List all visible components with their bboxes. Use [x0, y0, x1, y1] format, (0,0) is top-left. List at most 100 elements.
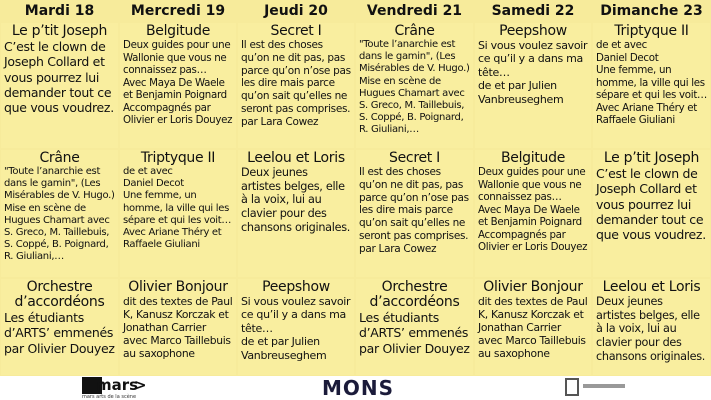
event-line: avec Marco Taillebuis: [123, 334, 231, 348]
event-line: Accompagnés par: [123, 101, 211, 114]
event-line: Il est des choses: [359, 166, 441, 178]
event-line: Raffaele Giuliani: [596, 114, 675, 126]
event-line: ce qu’il y a dans ma: [478, 52, 583, 66]
event-line: Avec Ariane Théry et: [596, 101, 698, 114]
mars-logo: mars: [96, 376, 139, 394]
event-line: Les étudiants: [359, 310, 439, 325]
event-title: d’accordéons: [369, 294, 460, 310]
day-header: Vendredi 21: [366, 3, 463, 19]
event-line: à la voix, lui au: [596, 322, 677, 336]
event-line: seront pas comprises.: [241, 103, 351, 116]
event-line: sépare et qui les voit…: [123, 214, 232, 226]
event-line: qu’on sait qu’elles ne: [359, 217, 466, 230]
day-header: Dimanche 23: [600, 3, 703, 19]
event-line: Avec Maya De Waele: [123, 76, 225, 89]
event-line: homme, la ville qui les: [596, 76, 705, 89]
event-title: Crâne: [39, 150, 80, 166]
event-line: à la voix, lui au: [241, 193, 322, 207]
event-line: parce qu’on n’ose pas: [359, 191, 469, 204]
event-line: d’ARTS’ emmenés: [359, 325, 469, 341]
event-line: d’ARTS’ emmenés: [4, 325, 114, 341]
event-cell: Orchestre d’accordéons Les étudiants d’ARTS…: [1, 279, 118, 375]
event-line: Une femme, un: [596, 64, 672, 76]
event-line: vous pourrez lui: [4, 69, 100, 85]
event-cell: Belgitude Deux guides pour une Wallonie qu…: [120, 23, 236, 148]
event-line: vous pourrez lui: [596, 196, 692, 212]
event-line: les dire mais parce: [241, 77, 335, 90]
event-line: par Lara Cowez: [359, 242, 437, 255]
day-header: Jeudi 20: [264, 3, 328, 19]
event-title: Orchestre: [26, 279, 93, 295]
mons-logo: MONS: [322, 376, 395, 400]
event-title: Crâne: [394, 23, 435, 39]
event-line: dit des textes de Paul: [123, 295, 233, 308]
event-cell: Peepshow Si vous voulez savoir ce qu’il y …: [475, 23, 591, 148]
event-cell: Leelou et Loris Deux jeunes artistes belge…: [593, 279, 710, 375]
event-line: Joseph Collard et: [596, 181, 697, 197]
mars-subtitle: mars arts de la scène: [82, 394, 137, 400]
event-title: Peepshow: [499, 23, 567, 39]
event-title: Belgitude: [145, 23, 211, 39]
event-line: connaissez pas…: [123, 64, 207, 76]
event-cell: Belgitude Deux guides pour une Wallonie qu…: [475, 150, 591, 277]
day-header: Samedi 22: [491, 3, 575, 19]
event-title: Belgitude: [500, 150, 566, 166]
event-line: par Lara Cowez: [241, 115, 319, 128]
event-cell: Leelou et Loris Deux jeunes artistes belge…: [238, 150, 354, 277]
event-cell: Olivier Bonjour dit des textes de Paul K, …: [475, 279, 591, 375]
event-line: Olivier er Loris Douyez: [123, 114, 233, 126]
event-line: Si vous voulez savoir: [241, 295, 351, 308]
event-line: S. Coppé, B. Poignard,: [359, 112, 464, 124]
event-line: tête…: [241, 321, 273, 335]
mars-logo-box: [82, 377, 102, 394]
event-line: que vous voudrez.: [596, 227, 706, 242]
event-line: chansons originales.: [241, 220, 351, 234]
event-line: Jonathan Carrier: [123, 321, 206, 335]
event-line: artistes belges, elle: [596, 308, 700, 322]
event-line: Vanbreuseghem: [241, 348, 327, 362]
event-line: K, Kanusz Korczak et: [478, 308, 584, 322]
event-line: R. Giuliani,…: [4, 251, 64, 263]
event-line: Wallonie que vous ne: [478, 178, 582, 191]
event-cell: Triptyque II de et avec Daniel Decot Une fe…: [120, 150, 236, 277]
event-line: Deux guides pour une: [478, 166, 586, 178]
event-line: R. Giuliani,…: [359, 124, 419, 136]
event-line: Daniel Decot: [596, 51, 659, 64]
day-header: Mardi 18: [24, 3, 95, 19]
event-line: tête…: [478, 65, 510, 79]
event-cell: Secret I Il est des choses qu’on ne dit pa…: [356, 150, 473, 277]
event-line: Wallonie que vous ne: [123, 51, 227, 64]
event-cell: Triptyque II de et avec Daniel Decot Une fe…: [593, 23, 710, 148]
event-line: chansons originales.: [596, 349, 706, 363]
event-line: Hugues Chamart avec: [4, 214, 110, 226]
event-line: C’est le clown de: [4, 39, 106, 54]
event-line: S. Greco, M. Taillebuis,: [359, 100, 465, 112]
event-line: qu’on sait qu’elles ne: [241, 90, 348, 103]
event-title: Leelou et Loris: [602, 279, 701, 295]
event-line: Misérables de V. Hugo.): [359, 63, 470, 75]
event-cell: Orchestre d’accordéons Les étudiants d’ARTS…: [356, 279, 473, 375]
event-line: les dire mais parce: [359, 204, 453, 217]
event-line: K, Kanusz Korczak et: [123, 308, 229, 322]
event-line: Deux jeunes: [241, 166, 308, 179]
event-line: qu’on ne dit pas, pas: [359, 178, 464, 191]
event-line: artistes belges, elle: [241, 179, 345, 193]
event-title: Olivier Bonjour: [483, 279, 583, 295]
event-line: avec Marco Taillebuis: [478, 334, 586, 348]
event-line: et Benjamin Poignard: [478, 216, 582, 228]
event-line: que vous voudrez.: [4, 100, 114, 115]
event-line: homme, la ville qui les: [123, 202, 230, 214]
event-line: S. Greco, M. Taillebuis,: [4, 227, 110, 239]
event-cell: Secret I Il est des choses qu’on ne dit pa…: [238, 23, 354, 148]
event-cell: Crâne "Toute l’anarchie est dans le gamin"…: [356, 23, 473, 148]
event-title: Triptyque II: [614, 23, 689, 39]
event-line: Deux jeunes: [596, 295, 663, 308]
event-cell: Olivier Bonjour dit des textes de Paul K, …: [120, 279, 236, 375]
event-line: Avec Ariane Théry et: [123, 227, 222, 239]
event-line: C’est le clown de: [596, 166, 698, 181]
event-line: ce qu’il y a dans ma: [241, 308, 346, 322]
event-cell: Peepshow Si vous voulez savoir ce qu’il y …: [238, 279, 354, 375]
event-line: Deux guides pour une: [123, 39, 231, 51]
event-line: demander tout ce: [596, 211, 704, 227]
